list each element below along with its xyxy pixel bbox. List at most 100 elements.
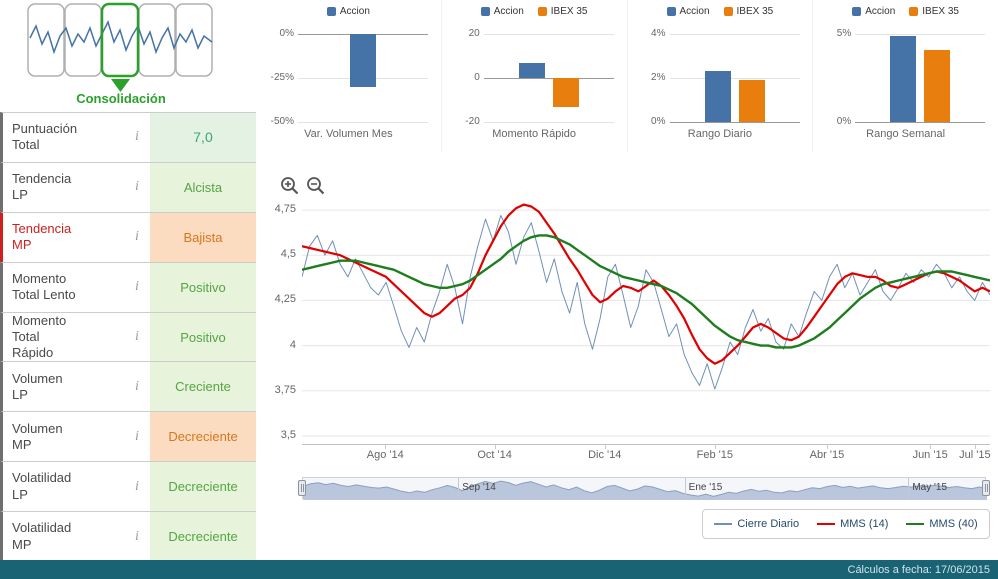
x-axis-tick [385,445,387,449]
indicator-value: Decreciente [150,512,256,562]
indicator-row: Volatilidad LP i Decreciente [0,461,256,512]
indicator-row: Tendencia LP i Alcista [0,161,256,212]
indicator-label: Volatilidad LP [3,462,124,511]
legend-label: MMS (40) [929,518,978,530]
indicator-row: Puntuación Total i 7,0 [0,112,256,162]
info-icon[interactable]: i [135,478,139,494]
legend-item[interactable]: Cierre Diario [714,518,799,530]
indicator-label: Volumen LP [3,362,124,411]
bar [890,35,917,122]
navigator-axis-label: May '15 [912,482,948,493]
price-chart-plot[interactable] [301,192,991,445]
legend-item[interactable]: Accion [326,6,370,17]
info-icon[interactable]: i [135,528,139,544]
pattern-strip [27,2,213,92]
legend-item[interactable]: MMS (14) [817,518,888,530]
navigator-line [303,480,987,497]
x-axis-label: Dic '14 [588,449,622,461]
navigator[interactable]: Sep '14 Ene '15 May '15 [302,477,987,500]
info-icon[interactable]: i [135,428,139,444]
legend-label: Accion [865,6,896,17]
axis-tick-label: -25% [270,72,294,83]
legend-item[interactable]: IBEX 35 [723,6,774,17]
price-chart-canvas [301,203,991,445]
indicator-label: Volatilidad MP [3,512,124,561]
indicator-label: Tendencia MP [3,213,124,262]
axis-tick-label: -50% [270,116,294,127]
info-icon[interactable]: i [135,378,139,394]
indicator-value: Decreciente [150,412,256,462]
indicator-value: Bajista [150,212,256,262]
legend-label: IBEX 35 [922,6,959,17]
navigator-axis-label: Sep '14 [462,482,496,493]
x-axis-tick [494,445,496,449]
legend-item[interactable]: IBEX 35 [537,6,587,17]
chart-title: Var. Volumen Mes [304,128,393,140]
y-axis-label: 4 [289,338,296,351]
price-chart-panel: 4,75 4,5 4,25 4 3,75 3,5 Ago '14 Oct '14 Dic '1… [256,152,998,560]
y-axis-label: 3,5 [280,428,296,441]
indicator-value: Positivo [150,262,256,312]
indicator-label: Momento Total Lento [3,263,124,312]
legend-item[interactable]: IBEX 35 [909,6,959,17]
zoom-in-icon[interactable] [280,176,300,196]
info-icon[interactable]: i [135,279,139,295]
mini-chart-legend: Accion IBEX 35 [813,6,998,17]
legend-item[interactable]: Accion [480,6,524,17]
info-icon[interactable]: i [135,229,139,245]
indicator-row: Volatilidad MP i Decreciente [0,511,256,562]
axis-tick-label: 0% [279,28,294,39]
bar [518,62,545,78]
chart-title: Momento Rápido [492,128,577,140]
navigator-handle-right[interactable] [982,480,990,496]
legend-line-sample [817,523,836,525]
x-axis-label: Jul '15 [959,449,991,461]
indicator-label-text: Momento Total Lento [12,270,76,303]
navigator-canvas [303,480,987,500]
pattern-panel: Consolidación [0,0,256,112]
info-icon[interactable]: i [135,179,139,195]
navigator-separator [684,478,686,500]
x-axis-label: Feb '15 [696,449,733,461]
x-axis-tick [974,445,976,449]
info-icon[interactable]: i [135,329,139,344]
x-axis-tick [604,445,606,449]
mini-chart-var-volumen-mes: Accion 0% -25% -50% Var. Volumen Mes [256,0,441,152]
gridline [669,34,800,35]
legend-swatch [537,7,547,16]
indicator-label: Momento Total Rápido [3,313,124,362]
legend-label: MMS (14) [840,518,889,530]
indicator-row: Momento Total Rápido i Positivo [0,311,256,362]
price-chart-legend: Cierre Diario MMS (14) MMS (40) [702,509,990,539]
gridline [483,34,614,35]
gridline [669,78,800,79]
mini-charts-row: Accion 0% -25% -50% Var. Volumen Mes Accion I… [256,0,998,152]
indicator-value: 7,0 [150,113,256,162]
legend-swatch [852,7,862,16]
zoom-controls [280,176,326,196]
indicator-row: Momento Total Lento i Positivo [0,261,256,312]
legend-item[interactable]: MMS (40) [906,518,978,530]
indicator-label-text: Volumen LP [12,370,63,402]
footer-text: Cálculos a fecha: 17/06/2015 [847,563,991,576]
axis-tick-label: 0% [651,116,666,127]
legend-label: IBEX 35 [736,6,774,17]
pattern-price-line [29,19,213,55]
indicator-label-text: Momento Total Rápido [12,312,67,361]
indicator-table: Puntuación Total i 7,0 Tendencia LP i Alcista… [0,112,256,563]
info-icon[interactable]: i [135,129,139,145]
indicator-label-text: Volatilidad LP [12,470,72,502]
legend-label: Accion [679,6,710,17]
x-axis-label: Oct '14 [477,449,512,461]
bar [704,71,731,122]
series-line [301,203,991,365]
legend-line-sample [906,523,925,525]
gridline [483,78,614,79]
y-axis-label: 4,25 [274,293,296,306]
navigator-handle-left[interactable] [298,480,306,496]
legend-item[interactable]: Accion [666,6,710,17]
axis-tick-label: 2% [651,72,666,83]
zoom-out-icon[interactable] [306,176,326,196]
legend-item[interactable]: Accion [852,6,895,17]
